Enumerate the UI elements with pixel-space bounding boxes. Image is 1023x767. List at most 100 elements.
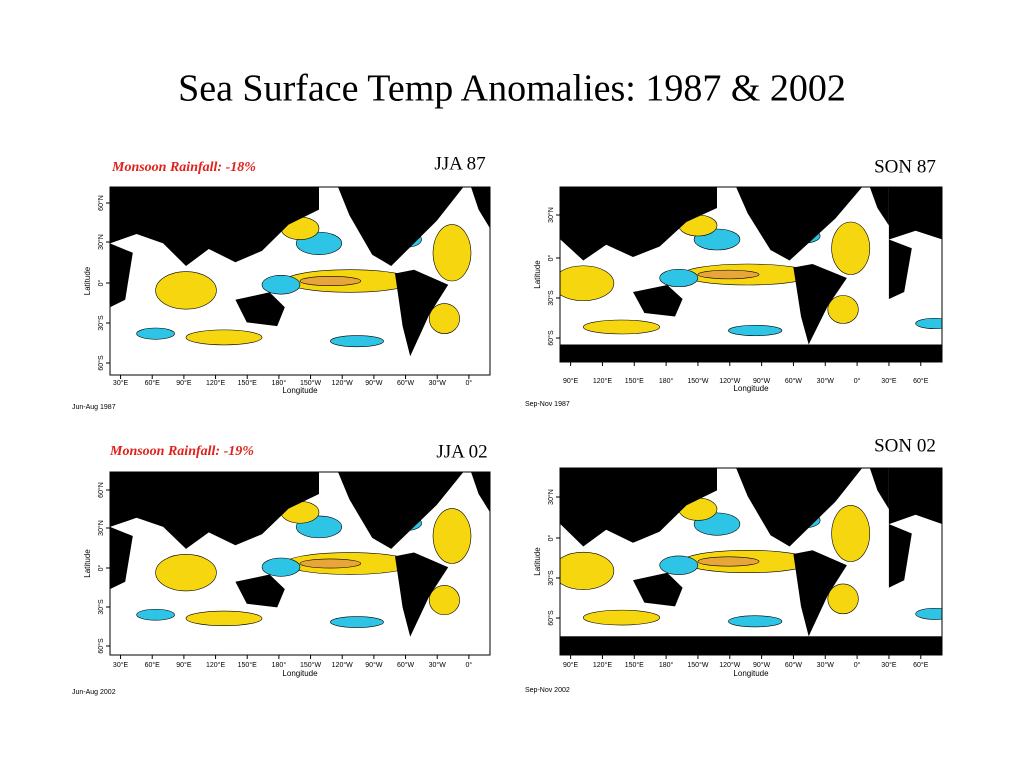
lon-tick-label: 120°E [593, 661, 612, 669]
lon-tick-label: 90°W [365, 379, 383, 387]
lon-tick-label: 150°E [625, 661, 644, 669]
lon-tick-label: 150°W [300, 661, 321, 669]
antarctica [560, 636, 942, 655]
anomaly-region [728, 615, 783, 628]
lat-tick-label: 0° [97, 564, 105, 571]
lat-tick-label: 30°S [97, 599, 105, 615]
footnote: Sep-Nov 2002 [525, 687, 570, 694]
lon-tick-label: 30°E [113, 661, 129, 669]
anomaly-region [136, 327, 175, 340]
lon-tick-label: 90°E [176, 661, 192, 669]
y-axis-label: Latitude [83, 549, 92, 578]
anomaly-region [330, 616, 384, 628]
footnote: Sep-Nov 1987 [525, 401, 570, 408]
anomaly-region [697, 556, 760, 567]
sst-map [110, 472, 490, 655]
anomaly-region [659, 555, 699, 575]
land [110, 472, 319, 549]
lon-tick-label: 60°E [145, 661, 161, 669]
footnote: Jun-Aug 1987 [72, 404, 116, 411]
lon-tick-label: 120°W [332, 661, 353, 669]
lon-tick-label: 30°E [881, 377, 897, 385]
anomaly-region [831, 221, 871, 275]
panel-label: SON 87 [874, 156, 936, 177]
lat-tick-label: 60°N [97, 195, 105, 211]
lon-tick-label: 60°W [397, 379, 415, 387]
lon-tick-label: 90°W [365, 661, 383, 669]
lon-tick-label: 90°W [753, 377, 771, 385]
lat-tick-label: 30°N [97, 234, 105, 250]
lon-tick-label: 30°W [429, 661, 447, 669]
anomaly-region [831, 505, 871, 562]
lon-tick-label: 120°W [332, 379, 353, 387]
x-axis-label: Longitude [282, 386, 318, 395]
panel-label: SON 02 [874, 435, 936, 456]
lat-tick-label: 30°S [97, 315, 105, 331]
x-axis-label: Longitude [733, 384, 769, 393]
lon-tick-label: 90°E [563, 661, 579, 669]
anomaly-region [560, 551, 615, 590]
lon-tick-label: 60°E [913, 661, 929, 669]
anomaly-region [560, 265, 615, 302]
lon-tick-label: 150°W [687, 661, 708, 669]
land [869, 187, 889, 226]
land [110, 187, 319, 266]
lon-tick-label: 150°E [238, 661, 257, 669]
land [888, 524, 912, 588]
lon-tick-label: 30°E [881, 661, 897, 669]
anomaly-region [697, 269, 760, 280]
land [736, 468, 863, 547]
lon-tick-label: 60°W [785, 377, 803, 385]
lat-tick-label: 60°N [97, 482, 105, 498]
lon-tick-label: 150°W [687, 377, 708, 385]
lon-tick-label: 180° [659, 661, 674, 669]
sst-map [560, 187, 942, 362]
lon-tick-label: 120°W [719, 377, 740, 385]
anomaly-region [330, 335, 384, 348]
lat-tick-label: 0° [547, 534, 555, 541]
land [888, 239, 912, 299]
x-axis-label: Longitude [282, 669, 318, 678]
land [235, 574, 285, 608]
lat-tick-label: 30°S [547, 570, 555, 586]
anomaly-region [185, 329, 263, 346]
anomaly-region [299, 558, 362, 569]
x-axis-label: Longitude [733, 669, 769, 678]
anomaly-region [428, 303, 460, 334]
anomaly-region [428, 585, 460, 616]
land [471, 472, 490, 513]
lon-tick-label: 30°E [113, 379, 129, 387]
lon-tick-label: 60°E [145, 379, 161, 387]
land [736, 187, 863, 261]
lon-tick-label: 0° [854, 661, 861, 669]
anomaly-region [915, 317, 942, 330]
lon-tick-label: 180° [659, 377, 674, 385]
land [338, 187, 464, 266]
anomaly-region [583, 319, 661, 335]
land [338, 472, 464, 549]
land [560, 468, 717, 547]
lon-tick-label: 120°E [593, 377, 612, 385]
anomaly-region [261, 275, 301, 295]
lon-tick-label: 90°W [753, 661, 771, 669]
lat-tick-label: 0° [97, 279, 105, 286]
lon-tick-label: 150°W [300, 379, 321, 387]
panel-label: JJA 02 [436, 441, 487, 462]
lat-tick-label: 30°S [547, 290, 555, 306]
anomaly-region [432, 508, 472, 564]
lon-tick-label: 150°E [238, 379, 257, 387]
lon-tick-label: 120°W [719, 661, 740, 669]
lat-tick-label: 30°N [547, 207, 555, 223]
lon-tick-label: 180° [272, 379, 287, 387]
y-axis-label: Latitude [533, 547, 542, 576]
anomaly-region [432, 224, 472, 282]
land [888, 468, 942, 525]
lon-tick-label: 60°E [913, 377, 929, 385]
sst-map [110, 187, 490, 375]
sst-map [560, 468, 942, 655]
anomaly-region [185, 610, 263, 627]
anomaly-region [136, 608, 175, 621]
lon-tick-label: 0° [854, 377, 861, 385]
lon-tick-label: 30°W [429, 379, 447, 387]
land [395, 269, 449, 357]
